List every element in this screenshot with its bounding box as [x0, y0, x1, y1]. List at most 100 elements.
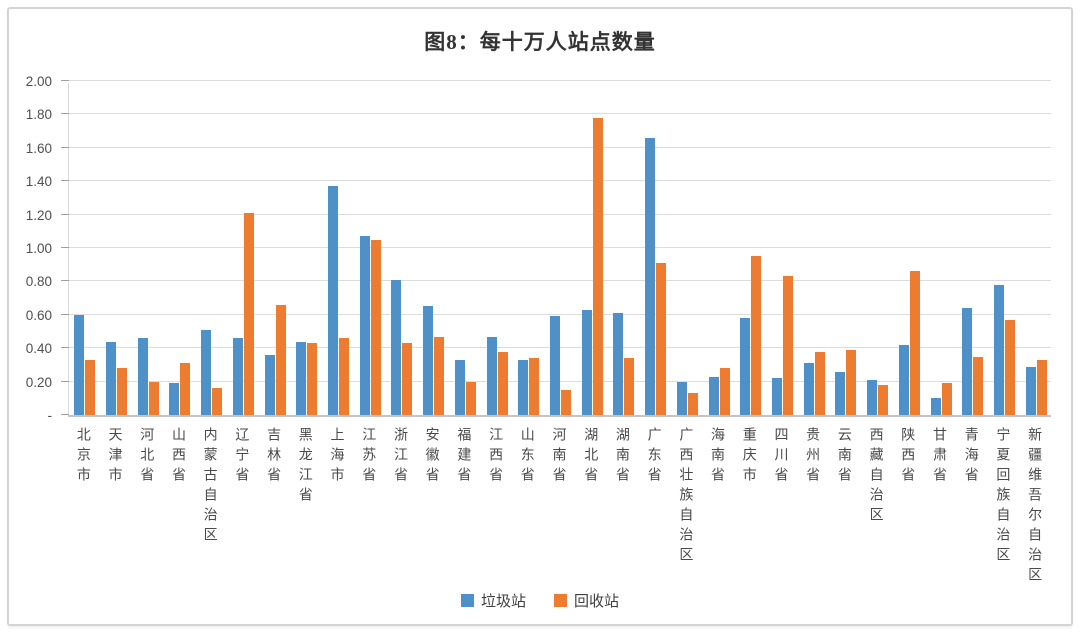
y-axis-tick — [61, 347, 69, 349]
bar-回收站-北京市 — [85, 359, 96, 415]
y-axis-tick — [61, 180, 69, 182]
bar-回收站-吉林省 — [275, 304, 286, 415]
x-tick: 黑龙江省 — [290, 427, 322, 507]
bar-回收站-四川省 — [782, 276, 793, 415]
bar-垃圾站-山西省 — [169, 383, 180, 415]
y-tick-label: 0.20 — [25, 374, 52, 390]
x-tick: 重庆市 — [734, 427, 766, 487]
bar-回收站-重庆市 — [751, 256, 762, 415]
x-tick: 四川省 — [766, 427, 798, 487]
x-tick-label: 陕西省 — [900, 427, 917, 487]
bar-回收站-甘肃省 — [941, 383, 952, 415]
gridline — [69, 347, 1051, 349]
x-tick-label: 浙江省 — [392, 427, 409, 487]
bar-回收站-广东省 — [656, 263, 667, 415]
bar-回收站-青海省 — [973, 356, 984, 415]
bar-垃圾站-江苏省 — [359, 236, 370, 415]
gridline — [69, 113, 1051, 115]
gridline — [69, 213, 1051, 215]
x-tick: 吉林省 — [258, 427, 290, 487]
y-tick-label: 2.00 — [25, 74, 52, 89]
x-tick: 福建省 — [449, 427, 481, 487]
gridline — [69, 146, 1051, 148]
bar-回收站-宁夏回族自治区 — [1004, 319, 1015, 415]
x-tick: 浙江省 — [385, 427, 417, 487]
bar-垃圾站-北京市 — [74, 314, 85, 415]
x-tick: 河北省 — [131, 427, 163, 487]
legend-swatch-recycle-station — [554, 594, 567, 607]
x-tick: 贵州省 — [797, 427, 829, 487]
bar-回收站-贵州省 — [814, 351, 825, 415]
y-axis-tick — [61, 313, 69, 315]
x-tick-label: 四川省 — [773, 427, 790, 487]
bar-回收站-安徽省 — [434, 336, 445, 415]
x-tick-label: 山东省 — [519, 427, 536, 487]
bar-回收站-湖北省 — [592, 117, 603, 415]
x-tick: 陕西省 — [892, 427, 924, 487]
chart-title: 图8：每十万人站点数量 — [424, 30, 656, 54]
y-axis-tick — [61, 113, 69, 115]
x-tick: 山西省 — [163, 427, 195, 487]
bar-回收站-湖南省 — [624, 358, 635, 415]
x-tick: 新疆维吾尔自治区 — [1019, 427, 1051, 587]
x-tick-label: 甘肃省 — [932, 427, 948, 487]
x-tick-label: 山西省 — [170, 427, 187, 487]
bar-垃圾站-山东省 — [518, 359, 529, 415]
x-tick: 甘肃省 — [924, 427, 956, 487]
x-tick-label: 北京市 — [75, 427, 92, 487]
x-tick: 湖南省 — [607, 427, 639, 487]
x-tick-label: 重庆市 — [741, 427, 758, 487]
y-axis-tick — [61, 414, 69, 415]
bar-回收站-福建省 — [465, 381, 476, 415]
x-tick: 上海市 — [322, 427, 354, 487]
x-tick-label: 河南省 — [551, 427, 568, 487]
y-tick-label: - — [47, 408, 53, 423]
bar-回收站-山西省 — [180, 363, 191, 415]
bar-垃圾站-福建省 — [454, 359, 465, 415]
y-axis-tick — [61, 146, 69, 148]
x-tick-label: 海南省 — [710, 427, 727, 487]
legend-swatch-garbage-station — [460, 594, 474, 607]
y-axis-tick — [61, 80, 69, 81]
bar-垃圾站-江西省 — [486, 336, 497, 415]
chart-legend: 垃圾站 回收站 — [0, 590, 1080, 611]
bar-回收站-陕西省 — [909, 271, 920, 415]
x-tick-label: 西藏自治区 — [868, 427, 885, 527]
gridline — [69, 247, 1051, 248]
x-tick-label: 河北省 — [139, 427, 156, 487]
bar-回收站-江西省 — [497, 351, 508, 415]
x-tick-label: 江西省 — [488, 427, 505, 487]
y-axis-tick — [61, 213, 69, 215]
x-tick: 云南省 — [829, 427, 861, 487]
legend-label-recycle-station: 回收站 — [574, 593, 620, 610]
legend-item-garbage-station: 垃圾站 — [460, 590, 526, 611]
x-tick: 江苏省 — [353, 427, 385, 487]
gridline — [69, 80, 1051, 81]
x-tick-label: 贵州省 — [805, 427, 822, 487]
bar-回收站-新疆维吾尔自治区 — [1036, 359, 1047, 415]
bar-垃圾站-河南省 — [550, 316, 560, 415]
x-tick-label: 广西壮族自治区 — [678, 427, 695, 567]
x-tick-label: 湖南省 — [614, 427, 631, 487]
bar-回收站-上海市 — [339, 338, 350, 415]
bar-垃圾站-吉林省 — [264, 354, 275, 415]
x-tick: 江西省 — [480, 427, 512, 487]
bar-垃圾站-广东省 — [645, 137, 656, 415]
x-tick-label: 湖北省 — [583, 427, 600, 487]
bar-垃圾站-湖北省 — [581, 309, 592, 415]
bar-回收站-内蒙古自治区 — [212, 388, 223, 415]
y-tick-label: 1.40 — [25, 174, 52, 190]
x-tick: 西藏自治区 — [861, 427, 893, 527]
bar-垃圾站-黑龙江省 — [296, 341, 307, 415]
bar-回收站-海南省 — [719, 368, 730, 415]
y-tick-label: 1.60 — [25, 140, 52, 156]
x-tick-label: 宁夏回族自治区 — [995, 427, 1012, 567]
bar-垃圾站-青海省 — [962, 308, 973, 415]
bar-垃圾站-西藏自治区 — [867, 379, 878, 415]
bar-垃圾站-贵州省 — [803, 363, 814, 415]
bar-垃圾站-内蒙古自治区 — [201, 329, 212, 415]
x-tick-label: 安徽省 — [424, 427, 441, 487]
legend-label-garbage-station: 垃圾站 — [480, 593, 526, 610]
x-tick: 湖北省 — [575, 427, 607, 487]
x-tick-label: 云南省 — [836, 427, 853, 487]
